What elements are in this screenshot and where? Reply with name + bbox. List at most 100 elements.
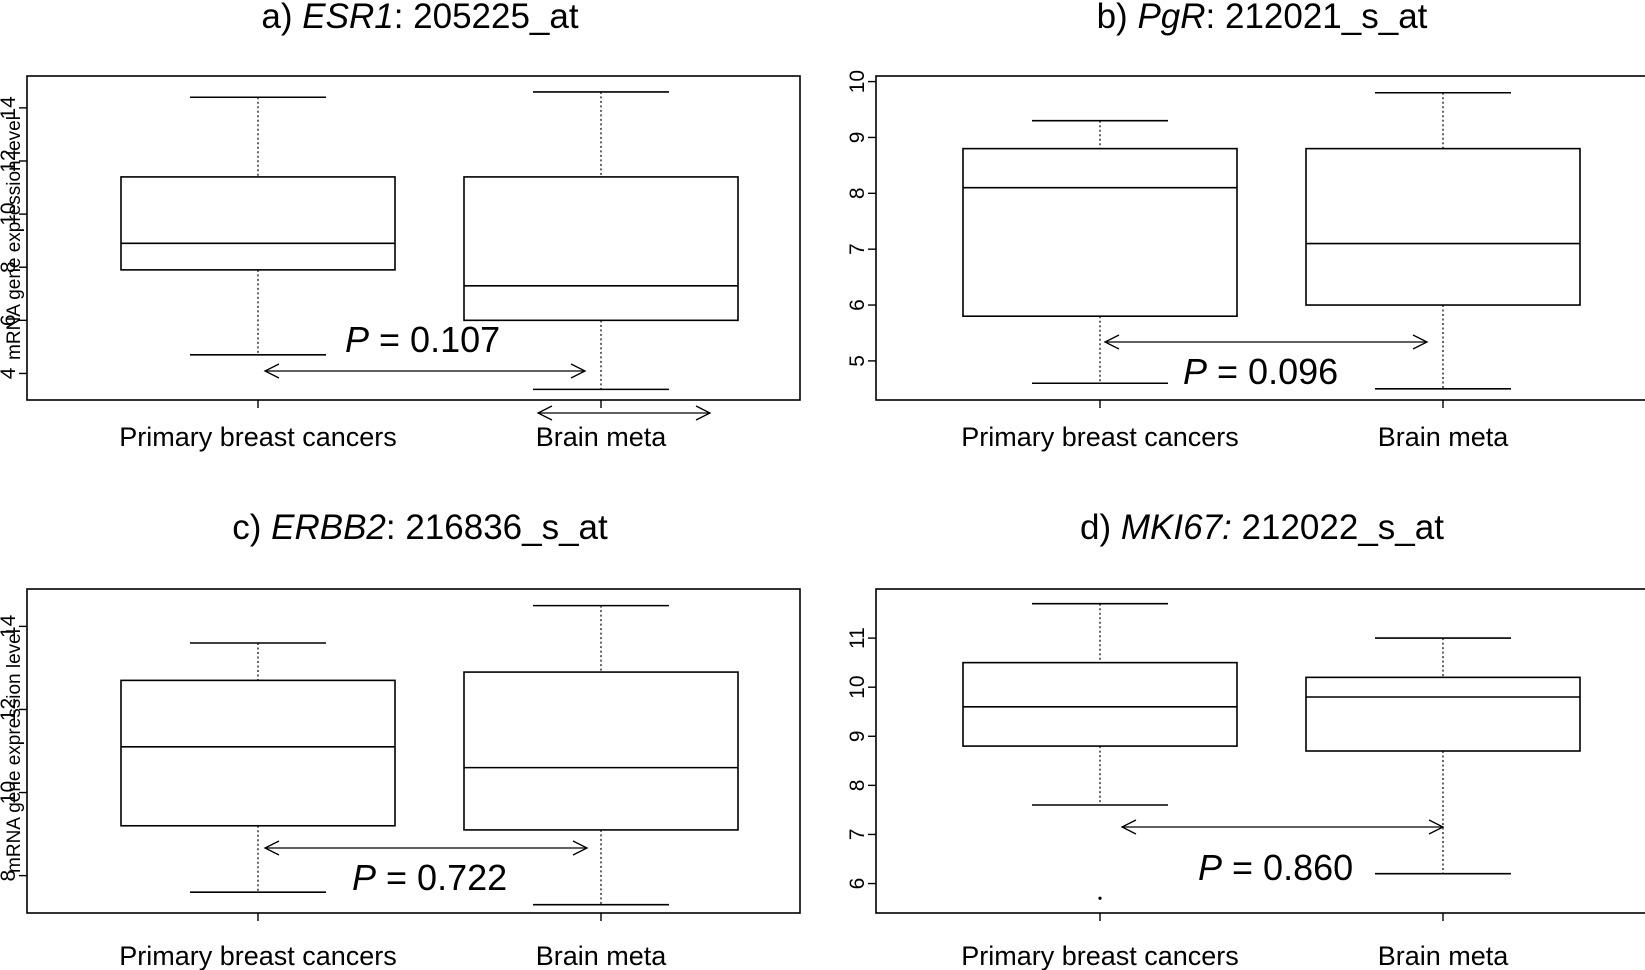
box-group-1 (120, 642, 396, 894)
title-prefix: c) (232, 508, 271, 547)
y-tick-label: 5 (846, 355, 869, 367)
arrow-head-right (695, 405, 712, 421)
category-label: Primary breast cancers (961, 422, 1239, 452)
arrow-head-left (1103, 334, 1120, 350)
p-value: = 0.722 (376, 857, 507, 898)
arrow-head-left (263, 363, 280, 379)
box-group-2 (463, 91, 739, 391)
p-value-label: P = 0.722 (352, 857, 507, 898)
y-tick-label: 10 (846, 676, 869, 699)
iqr-box (1305, 676, 1581, 752)
iqr-box (962, 147, 1238, 318)
iqr-box (962, 661, 1238, 747)
p-symbol: P (1198, 847, 1222, 888)
y-tick-label: 10 (846, 70, 869, 93)
title-probe: : 216836_s_at (386, 508, 608, 547)
title-probe: : 212021_s_at (1206, 0, 1428, 36)
y-tick-label: 9 (846, 730, 869, 742)
y-tick-label: 8 (0, 870, 20, 882)
category-label: Primary breast cancers (119, 941, 397, 970)
panel-2: b) PgR: 212021_s_at 5 6 7 8 9 10 Primary breast… (846, 0, 1645, 452)
p-symbol: P (345, 319, 369, 360)
arrow-head-right (572, 840, 589, 856)
plot-frame (875, 75, 1645, 401)
y-tick-label: 8 (846, 187, 869, 199)
iqr-box (1305, 147, 1581, 306)
iqr-box (463, 176, 739, 322)
panel-3: c) ERBB2: 216836_s_at mRNA gene expressio… (0, 508, 801, 970)
panel-1: a) ESR1: 205225_at mRNA gene expression l… (0, 0, 801, 452)
category-label: Brain meta (1378, 422, 1510, 452)
arrow-head-right (1412, 334, 1429, 350)
comparison-arrow (1103, 334, 1429, 350)
plot-frame (26, 75, 801, 401)
y-tick-label: 14 (0, 96, 20, 120)
box-group-1 (962, 119, 1238, 385)
comparison-arrow (263, 840, 589, 856)
y-tick-label: 12 (0, 698, 20, 721)
y-tick-label: 10 (0, 781, 20, 804)
p-symbol: P (352, 857, 376, 898)
title-gene: MKI67: (1121, 508, 1232, 547)
title-gene: PgR (1137, 0, 1205, 36)
p-value: = 0.107 (369, 319, 500, 360)
category-label: Brain meta (536, 422, 668, 452)
panel-title: a) ESR1: 205225_at (261, 0, 578, 36)
y-tick-label: 8 (0, 261, 20, 273)
p-value-label: P = 0.096 (1183, 351, 1338, 392)
y-tick-label: 12 (0, 149, 20, 172)
box-group-2 (1305, 91, 1581, 390)
category-label: Brain meta (536, 941, 668, 970)
y-tick-label: 6 (0, 314, 20, 326)
title-probe: : 205225_at (394, 0, 579, 36)
y-tick-label: 10 (0, 202, 20, 225)
y-tick-label: 11 (846, 627, 869, 649)
y-tick-label: 4 (0, 367, 20, 379)
category-label: Primary breast cancers (961, 941, 1239, 970)
panel-title: c) ERBB2: 216836_s_at (232, 508, 608, 547)
title-prefix: a) (261, 0, 302, 36)
title-gene: ERBB2 (271, 508, 386, 547)
title-gene: ESR1 (302, 0, 393, 36)
y-tick-label: 9 (846, 132, 869, 144)
iqr-box (463, 671, 739, 831)
arrow-head-right (570, 363, 587, 379)
panel-title: b) PgR: 212021_s_at (1097, 0, 1428, 36)
box-group-1 (962, 602, 1238, 806)
arrow-head-left (263, 840, 280, 856)
comparison-arrow (536, 405, 712, 421)
comparison-arrow (263, 363, 587, 379)
panel-4: d) MKI67: 212022_s_at 6 7 8 9 10 11 Primary bre… (846, 508, 1645, 970)
arrow-head-left (536, 405, 553, 421)
category-label: Brain meta (1378, 941, 1510, 970)
y-tick-label: 7 (846, 243, 869, 255)
p-value-label: P = 0.860 (1198, 847, 1353, 888)
comparison-arrow (1120, 819, 1445, 835)
iqr-box (120, 176, 396, 271)
arrow-head-left (1120, 819, 1137, 835)
box-group-1 (120, 96, 396, 356)
title-prefix: b) (1097, 0, 1138, 36)
p-value: = 0.096 (1207, 351, 1338, 392)
iqr-box (120, 679, 396, 827)
y-tick-label: 8 (846, 780, 869, 792)
y-tick-label: 14 (0, 614, 20, 638)
arrow-head-right (1428, 819, 1445, 835)
p-value: = 0.860 (1222, 847, 1353, 888)
title-probe: 212022_s_at (1232, 508, 1444, 547)
y-axis-label: mRNA gene expression level (4, 116, 25, 360)
plot-frame (875, 588, 1645, 914)
p-value-label: P = 0.107 (345, 319, 500, 360)
y-tick-label: 6 (846, 878, 869, 890)
y-axis-label: mRNA gene expression level (4, 629, 25, 873)
outlier-point (1098, 896, 1102, 900)
plot-frame (26, 588, 801, 914)
box-group-2 (1305, 637, 1581, 875)
panel-title: d) MKI67: 212022_s_at (1080, 508, 1444, 547)
y-tick-label: 7 (846, 829, 869, 841)
y-tick-label: 6 (846, 299, 869, 311)
box-group-2 (463, 604, 739, 906)
title-prefix: d) (1080, 508, 1121, 547)
p-symbol: P (1183, 351, 1207, 392)
